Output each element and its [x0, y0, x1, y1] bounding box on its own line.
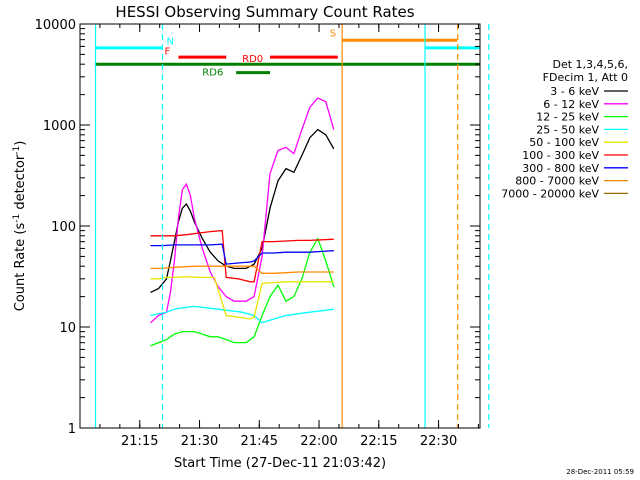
flag-bar-label: RD0 — [242, 54, 263, 65]
plot-timestamp: 28-Dec-2011 05:59 — [566, 468, 634, 476]
y-tick-label: 100 — [51, 220, 76, 235]
y-axis-label: Count Rate (s-1 detector-1) — [12, 141, 28, 312]
series-line-0 — [150, 128, 335, 293]
flag-bar-label: RD6 — [202, 67, 223, 78]
series-line-6 — [150, 243, 334, 265]
y-tick-label: 10000 — [35, 18, 76, 33]
plot-frame — [79, 23, 481, 429]
series-line-1 — [150, 97, 335, 324]
y-axis-label-part: Count Rate (s — [13, 223, 28, 312]
legend-entry-label: 50 - 100 keV — [529, 136, 599, 149]
series-line-2 — [150, 237, 335, 347]
y-tick-label: 1 — [68, 422, 76, 437]
legend-entry-label: 300 - 800 keV — [522, 162, 599, 175]
legend-entry-label: 12 - 25 keV — [536, 111, 599, 124]
y-axis-label-part: -1 — [12, 146, 22, 155]
legend-entry-label: 7000 - 20000 keV — [501, 187, 599, 200]
legend-entry-label: 25 - 50 keV — [536, 123, 599, 136]
y-axis-label-part: -1 — [12, 214, 22, 223]
legend-entry-label: 100 - 300 keV — [522, 149, 599, 162]
x-tick-label: 21:30 — [181, 434, 218, 449]
x-tick-label: 22:30 — [420, 434, 457, 449]
series-line-4 — [150, 276, 334, 320]
x-axis-label: Start Time (27-Dec-11 21:03:42) — [174, 456, 386, 471]
series-line-7 — [150, 265, 334, 274]
x-tick-label: 22:00 — [300, 434, 337, 449]
legend-entry-label: 6 - 12 keV — [543, 98, 599, 111]
legend-header-1: Det 1,3,4,5,6, — [552, 58, 628, 71]
flag-bar-label: N — [166, 36, 173, 47]
y-axis-label-part: ) — [13, 141, 28, 146]
flag-bar-label: S — [330, 29, 336, 40]
chart-title: HESSI Observing Summary Count Rates — [115, 3, 414, 21]
x-tick-label: 21:15 — [121, 434, 158, 449]
y-tick-label: 10 — [59, 321, 76, 336]
legend-header-2: FDecim 1, Att 0 — [543, 71, 628, 84]
y-tick-label: 1000 — [43, 119, 76, 134]
legend-entry-label: 800 - 7000 keV — [515, 175, 599, 188]
x-tick-label: 21:45 — [241, 434, 278, 449]
legend-entry-label: 3 - 6 keV — [550, 85, 599, 98]
x-tick-label: 22:15 — [360, 434, 397, 449]
series-line-3 — [150, 305, 334, 324]
flag-bar-label: F — [164, 46, 170, 57]
y-axis-label-part: detector — [13, 154, 28, 214]
series-line-5 — [150, 229, 334, 283]
